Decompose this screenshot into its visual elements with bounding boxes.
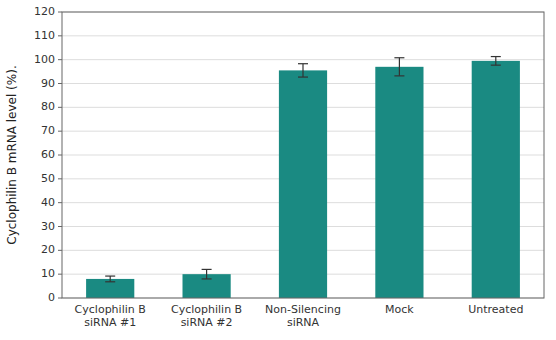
error-bar bbox=[105, 276, 115, 282]
tick-mark bbox=[58, 250, 62, 251]
tick-label-line: siRNA #2 bbox=[181, 316, 233, 329]
error-line bbox=[206, 269, 207, 279]
grid-line bbox=[62, 59, 544, 60]
tick-label-line: Cyclophilin B bbox=[171, 303, 242, 316]
error-line bbox=[302, 64, 303, 77]
tick-mark bbox=[58, 131, 62, 132]
tick-mark bbox=[58, 202, 62, 203]
tick-mark bbox=[58, 35, 62, 36]
tick-mark bbox=[58, 274, 62, 275]
tick-label-line: Cyclophilin B bbox=[75, 303, 146, 316]
axis-label: Cyclophilin B mRNA level (%). bbox=[5, 65, 19, 244]
error-bar bbox=[202, 269, 212, 279]
bar bbox=[86, 279, 134, 298]
tick-label: 20 bbox=[41, 243, 55, 256]
chart: 0 10 20 30 40 50 60 70 80 90 100 110 120 Cyclophilin … bbox=[0, 0, 556, 340]
tick-label: 60 bbox=[41, 148, 55, 161]
error-cap bbox=[105, 281, 115, 282]
grid bbox=[62, 12, 544, 298]
tick-label: 30 bbox=[41, 220, 55, 233]
tick-mark bbox=[58, 59, 62, 60]
error-bar bbox=[394, 58, 404, 76]
error-cap bbox=[491, 56, 501, 57]
tick-label: 0 bbox=[48, 291, 55, 304]
error-cap bbox=[394, 57, 404, 58]
tick-mark bbox=[58, 107, 62, 108]
plot-area bbox=[86, 57, 520, 298]
tick-label: Mock bbox=[385, 303, 414, 316]
error-cap bbox=[202, 269, 212, 270]
tick-label-line: Untreated bbox=[468, 303, 523, 316]
error-line bbox=[399, 58, 400, 76]
tick-label: 110 bbox=[34, 29, 55, 42]
tick-label: Untreated bbox=[468, 303, 523, 316]
bar bbox=[279, 70, 327, 298]
error-cap bbox=[298, 76, 308, 77]
tick-label-line: siRNA bbox=[287, 316, 320, 329]
grid-line bbox=[62, 35, 544, 36]
tick-label: Cyclophilin BsiRNA #1 bbox=[75, 303, 146, 329]
tick-label: 100 bbox=[34, 53, 55, 66]
error-line bbox=[495, 57, 496, 66]
error-cap bbox=[298, 63, 308, 64]
tick-mark bbox=[58, 12, 62, 13]
y-axis: 0 10 20 30 40 50 60 70 80 90 100 110 120 bbox=[34, 5, 62, 304]
tick-label: 90 bbox=[41, 77, 55, 90]
tick-label: 120 bbox=[34, 5, 55, 18]
error-line bbox=[110, 276, 111, 282]
tick-label-line: Non-Silencing bbox=[265, 303, 341, 316]
error-cap bbox=[202, 278, 212, 279]
tick-label: 40 bbox=[41, 196, 55, 209]
tick-label: 70 bbox=[41, 124, 55, 137]
tick-label-line: siRNA #1 bbox=[84, 316, 136, 329]
error-cap bbox=[105, 275, 115, 276]
tick-label: 80 bbox=[41, 100, 55, 113]
tick-mark bbox=[58, 226, 62, 227]
error-bar bbox=[298, 64, 308, 77]
tick-label: 50 bbox=[41, 172, 55, 185]
tick-mark bbox=[58, 298, 62, 299]
tick-label: Cyclophilin BsiRNA #2 bbox=[171, 303, 242, 329]
plot-frame bbox=[62, 12, 544, 298]
error-cap bbox=[491, 65, 501, 66]
tick-label: 10 bbox=[41, 267, 55, 280]
tick-label: Non-SilencingsiRNA bbox=[265, 303, 341, 329]
error-bar bbox=[491, 57, 501, 66]
bar bbox=[375, 67, 423, 298]
tick-mark bbox=[58, 178, 62, 179]
bar bbox=[472, 61, 520, 298]
tick-mark bbox=[58, 83, 62, 84]
error-cap bbox=[394, 75, 404, 76]
tick-mark bbox=[58, 155, 62, 156]
tick-label-line: Mock bbox=[385, 303, 414, 316]
x-axis: Cyclophilin BsiRNA #1Cyclophilin BsiRNA … bbox=[75, 303, 524, 329]
